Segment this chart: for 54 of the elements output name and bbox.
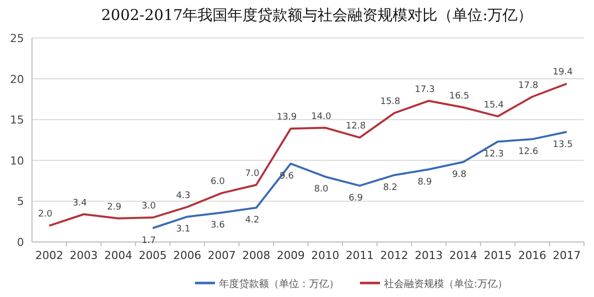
data-label: 14.0 [311, 112, 332, 122]
x-tick-label: 2006 [173, 249, 202, 262]
data-label: 13.5 [552, 140, 573, 150]
x-tick-label: 2016 [518, 249, 546, 262]
data-label: 12.6 [518, 147, 539, 158]
data-label: 4.3 [176, 190, 190, 201]
legend-label: 社会融资规模（单位:万亿） [384, 278, 508, 290]
x-tick-label: 2005 [138, 249, 167, 262]
data-label: 12.3 [484, 150, 504, 160]
data-label: 12.8 [346, 122, 366, 132]
data-label: 16.5 [449, 91, 470, 102]
y-tick-label: 25 [10, 32, 24, 45]
data-label: 4.2 [245, 216, 260, 226]
data-label: 3.4 [72, 198, 88, 208]
x-tick-label: 2009 [276, 249, 305, 262]
data-label: 8.0 [314, 184, 329, 195]
data-label: 9.8 [452, 170, 467, 180]
x-tick-label: 2011 [346, 249, 374, 262]
data-label: 7.0 [245, 168, 260, 179]
x-tick-label: 2017 [552, 249, 581, 262]
x-tick-label: 2002 [35, 249, 64, 262]
data-label: 3.0 [142, 202, 156, 212]
data-label: 3.1 [176, 224, 190, 235]
x-tick-label: 2007 [208, 249, 236, 262]
y-tick-label: 10 [10, 154, 24, 168]
y-tick-label: 5 [17, 195, 24, 208]
x-tick-label: 2014 [449, 249, 478, 262]
data-label: 15.8 [380, 97, 401, 108]
data-label: 6.0 [210, 177, 226, 188]
data-label: 13.9 [276, 112, 298, 123]
data-label: 9.6 [280, 172, 294, 182]
x-tick-label: 2015 [484, 249, 512, 262]
y-tick-label: 15 [10, 114, 24, 127]
x-tick-label: 2010 [311, 249, 340, 262]
y-tick-label: 0 [17, 236, 24, 249]
data-label: 17.8 [518, 80, 539, 91]
data-label: 3.6 [210, 220, 226, 231]
data-label: 19.4 [552, 68, 574, 78]
x-tick-label: 2003 [70, 249, 98, 262]
data-label: 8.2 [383, 183, 398, 194]
data-label: 2.9 [107, 202, 122, 212]
data-label: 8.9 [418, 177, 432, 188]
chart-title: 2002-2017年我国年度贷款额与社会融资规模对比（单位:万亿） [101, 6, 533, 24]
y-tick-label: 20 [10, 72, 24, 86]
x-tick-label: 2004 [104, 249, 132, 262]
x-tick-label: 2008 [242, 249, 270, 262]
legend-label: 年度贷款额（单位：万亿） [219, 278, 339, 290]
data-label: 17.3 [414, 84, 435, 95]
data-label: 15.4 [484, 100, 504, 110]
x-tick-label: 2012 [380, 249, 408, 262]
data-label: 6.9 [348, 194, 364, 204]
data-label: 2.0 [38, 210, 53, 220]
data-label: 1.7 [142, 236, 156, 246]
x-tick-label: 2013 [414, 249, 443, 262]
